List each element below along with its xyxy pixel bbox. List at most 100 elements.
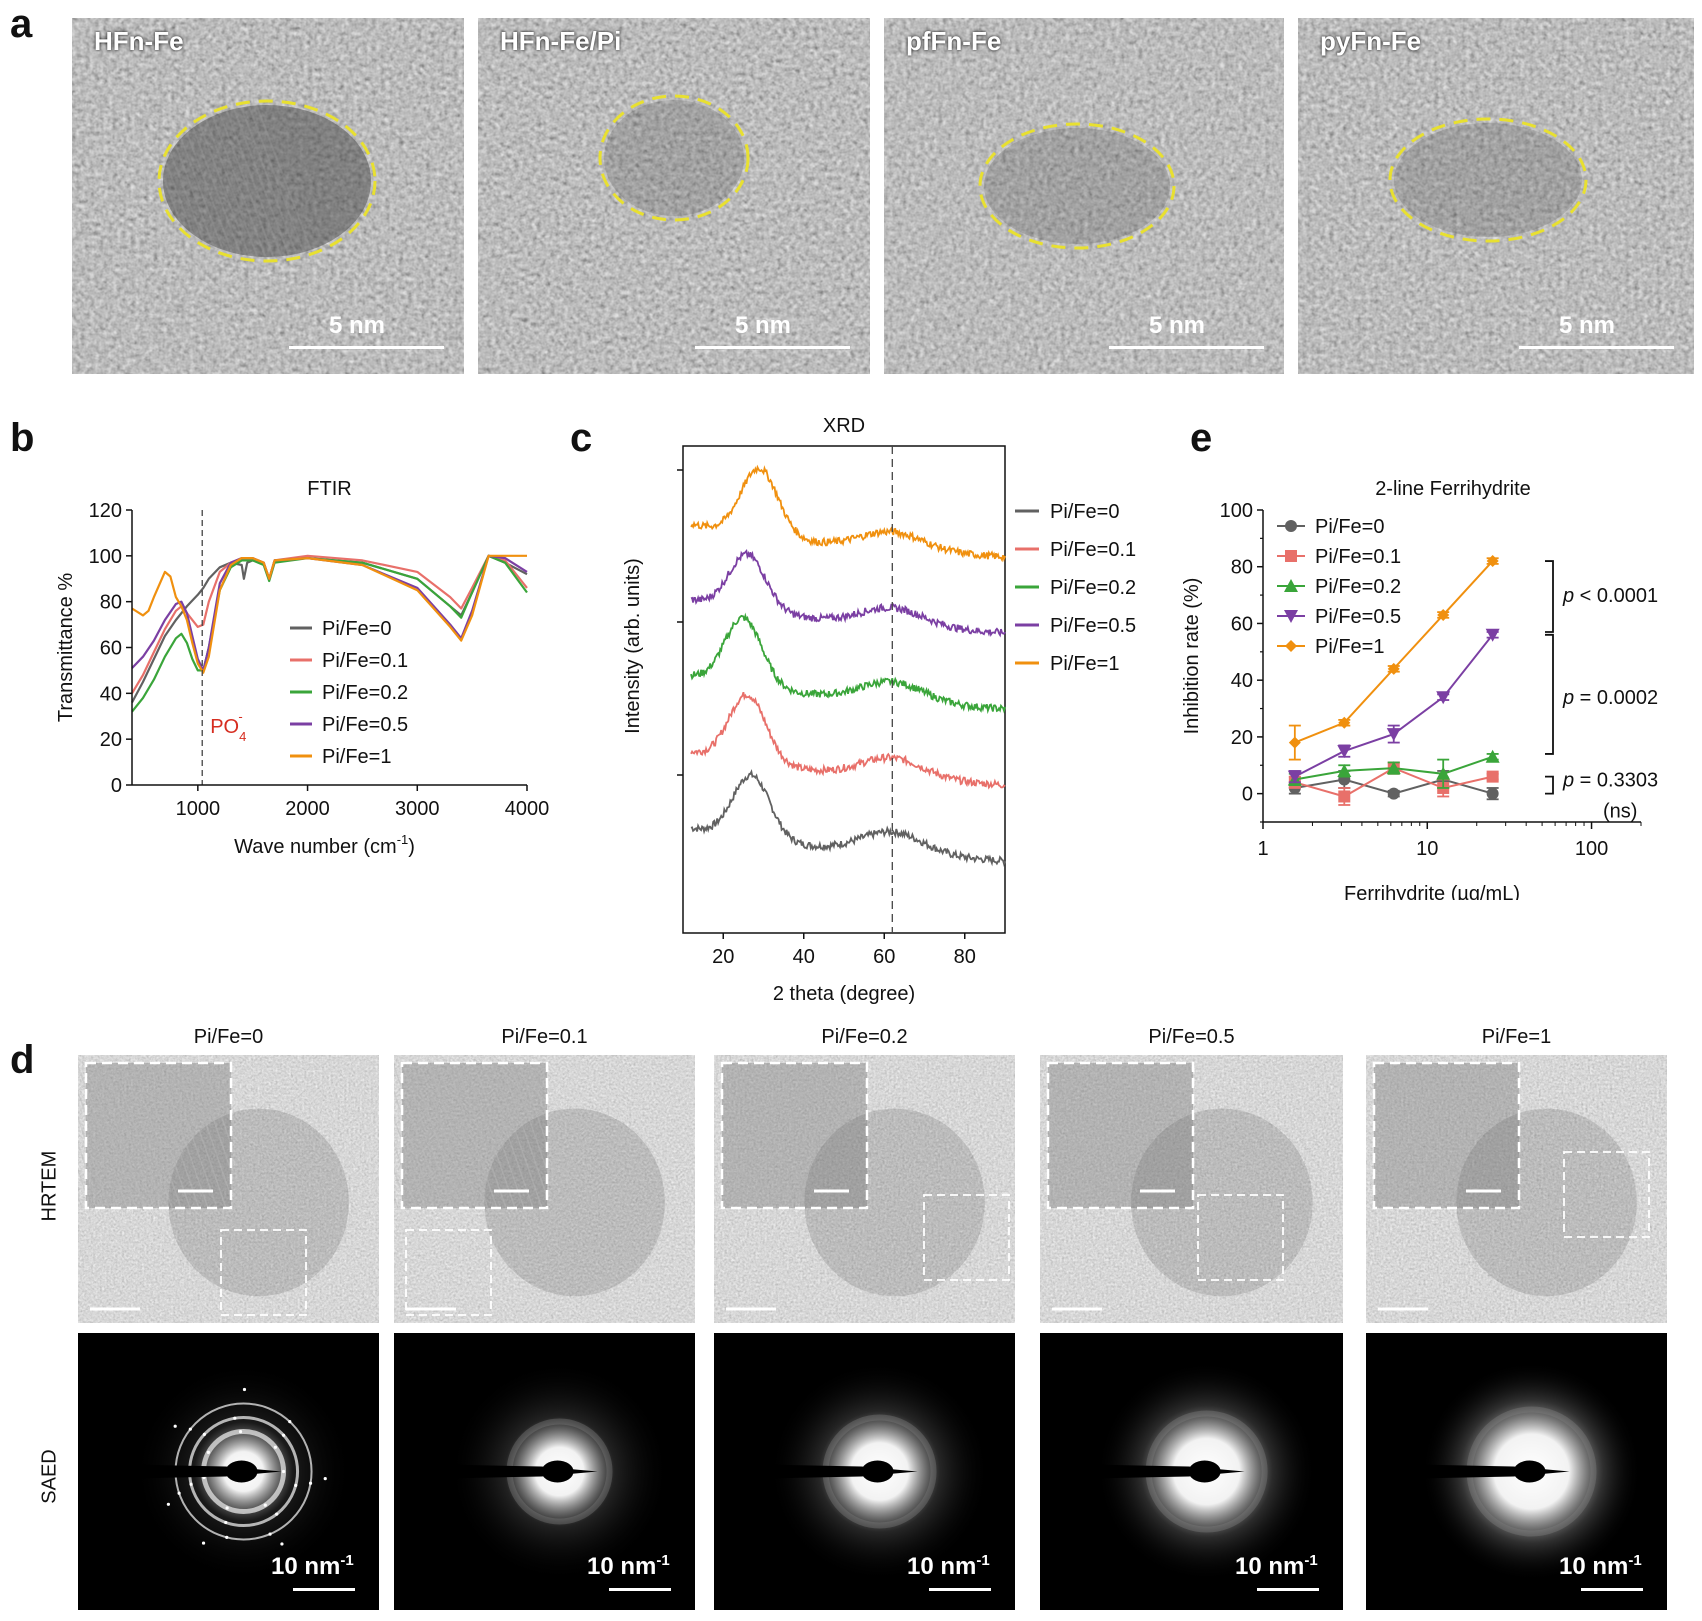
inset-source-box [405,1229,492,1316]
column-label: Pi/Fe=0.2 [821,1026,908,1048]
particle-region [1456,1108,1637,1297]
legend-label: Pi/Fe=0.1 [1050,539,1136,561]
x-tick-label: 3000 [395,798,440,820]
saed-scale-value: 10 nm [587,1553,657,1580]
chart-title: 2-line Ferrihydrite [1375,478,1531,500]
diffraction-spot [166,1502,170,1506]
saed-scale-unit-sup: -1 [976,1552,990,1569]
y-tick-label: 60 [1231,613,1253,635]
saed-scale-bar [609,1588,671,1591]
panel-letter-a: a [10,2,33,46]
data-point [1436,691,1451,705]
data-point [1485,628,1500,642]
legend-label: Pi/Fe=0.5 [1315,606,1401,628]
lattice-fringe [94,1062,146,1209]
tem-image-2: HFn-Fe/Pi 5 nm [478,18,870,374]
lattice-fringe [78,1141,101,1209]
legend-item [1277,610,1305,623]
data-point [1485,749,1500,763]
inset-frame [720,1061,869,1210]
data-point [1387,662,1400,675]
x-axis-label: Ferrihydrite (µg/mL) [1344,883,1520,900]
legend-label: Pi/Fe=0.1 [1315,546,1401,568]
diffraction-spot [177,1491,181,1495]
y-tick-label: 0 [111,775,122,797]
particle-region [163,105,371,257]
inset-fill [402,1063,547,1208]
lattice-fringe [518,1062,570,1209]
lattice-fringe [78,1063,128,1209]
data-point [1337,745,1352,759]
hrtem-noise [394,1055,695,1323]
lattice-fringe [491,1062,543,1209]
tem-label: pyFn-Fe [1320,26,1422,56]
diffraction-spot [281,1469,286,1474]
saed-scale-label: 10 nm-1 [1559,1552,1642,1581]
diffraction-spot [225,1535,229,1539]
particle-region [604,100,744,216]
hrtem-image [1040,1055,1343,1323]
series-line [690,769,1006,868]
lattice-fringe [410,1062,462,1209]
legend-label: Pi/Fe=0.2 [322,682,408,704]
lattice-fringe [85,1062,137,1209]
x-tick-label: 2000 [285,798,330,820]
x-tick-label: 20 [712,946,734,968]
saed-scale-bar [1257,1588,1319,1591]
legend-label: Pi/Fe=0.2 [1050,577,1136,599]
scale-bar [695,346,850,349]
data-point [1337,763,1352,777]
diffraction-spot [188,1427,192,1431]
inset-source-box [1197,1194,1284,1281]
saed-image: 10 nm-1 [394,1333,695,1610]
inhibition-chart: 2-line Ferrihydrite 0 20 40 60 80 100 1 10 100 Fer… [1181,478,1658,900]
saed-image: 10 nm-1 [714,1333,1015,1610]
panel-letter-b: b [10,416,35,460]
data-point [1284,579,1298,592]
data-point [1284,610,1298,623]
scale-bar [289,346,444,349]
lattice-fringe [482,1062,534,1209]
x-tick-label: 60 [873,946,895,968]
ns-label: (ns) [1603,801,1637,823]
legend-label: Pi/Fe=0.5 [322,714,408,736]
tem-noise [884,18,1284,374]
saed-scale-unit-sup: -1 [340,1552,354,1569]
x-tick-label: 10 [1416,838,1438,860]
data-point [1486,555,1499,568]
y-tick-label: 60 [100,638,122,660]
y-tick-label: 80 [100,592,122,614]
inset-source-box [923,1194,1010,1281]
tem-label: HFn-Fe [94,26,184,56]
lattice-fringe [202,1062,254,1209]
tem-noise [72,18,464,374]
lattice-fringe [166,1062,218,1209]
diffraction-spot [323,1477,327,1481]
diffraction-spot [268,1532,272,1536]
tem-noise [478,18,870,374]
diffraction-spot [294,1483,298,1488]
diffraction-spot [206,1450,211,1454]
x-axis-label: 2 theta (degree) [773,983,915,1005]
lattice-fringe [78,1089,119,1209]
lattice-fringe [394,1063,444,1209]
diffraction-spot [263,1503,267,1507]
saed-scale-value: 10 nm [1559,1553,1629,1580]
lattice-fringe [78,1167,92,1209]
data-point [1288,736,1301,749]
series-line [131,554,528,713]
lattice-fringe [139,1062,191,1209]
data-point [1338,790,1351,803]
particle-region [984,128,1170,244]
y-tick-label: 80 [1231,557,1253,579]
diffraction-spot [225,1506,229,1510]
lattice-fringe [394,1141,417,1209]
x-tick-label: 100 [1575,838,1608,860]
beam-stopper-tip [225,1460,258,1483]
diffraction-spot [280,1542,284,1546]
legend-label: Pi/Fe=1 [1315,636,1384,658]
hrtem-image [78,1055,379,1323]
tem-label: pfFn-Fe [906,26,1002,56]
diffraction-spot [201,1541,206,1545]
scale-bar-label: 5 nm [1149,312,1206,339]
